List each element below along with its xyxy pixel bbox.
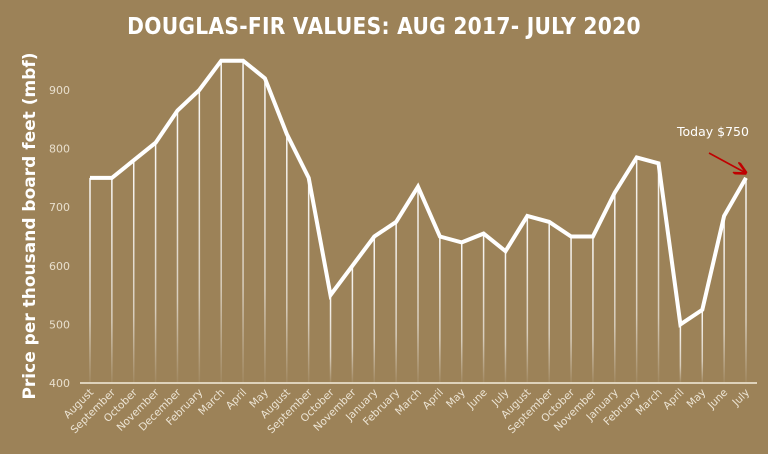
drop-line (176, 110, 179, 383)
drop-line (635, 157, 638, 383)
x-axis-ticks: AugustSeptemberOctoberNovemberDecemberFe… (62, 386, 752, 436)
x-tick-label: June (464, 387, 489, 412)
drop-line (614, 192, 616, 383)
drop-line (329, 295, 332, 383)
x-tick-label: April (421, 387, 446, 412)
drop-line (482, 233, 485, 383)
drop-line (548, 221, 550, 383)
drop-line (723, 215, 725, 383)
drop-line (111, 177, 113, 383)
drop-line (286, 133, 288, 383)
drop-line (198, 90, 201, 383)
drop-line (373, 236, 376, 383)
y-tick-label: 700 (49, 201, 70, 214)
drop-line (154, 142, 157, 383)
y-tick-label: 600 (49, 260, 70, 273)
x-tick-label: April (661, 387, 686, 412)
drop-line (89, 177, 91, 383)
x-tick-label: May (444, 387, 468, 411)
drop-line (439, 236, 441, 383)
drop-line (307, 177, 310, 383)
chart-title: DOUGLAS-FIR VALUES: AUG 2017- JULY 2020 (127, 14, 641, 40)
y-tick-label: 400 (49, 377, 70, 390)
drop-line (242, 60, 244, 383)
price-line (90, 58, 748, 328)
drop-line (745, 177, 747, 383)
drop-line (417, 186, 419, 383)
drop-line (657, 163, 660, 383)
drop-line (570, 236, 572, 383)
drop-line (132, 160, 135, 383)
y-tick-label: 900 (49, 84, 70, 97)
drop-line (592, 236, 594, 383)
y-axis-ticks: 400 500 600 700 800 900 (49, 84, 70, 390)
drop-line (264, 78, 266, 383)
annotation-arrow (708, 152, 744, 172)
drop-line (395, 221, 397, 383)
drop-lines (89, 60, 747, 383)
drop-line (220, 60, 222, 383)
x-tick-label: April (224, 387, 249, 412)
today-annotation: Today $750 (677, 124, 749, 139)
drop-line (526, 215, 529, 383)
x-tick-label: June (705, 387, 730, 412)
drop-line (351, 265, 354, 383)
drop-line (679, 324, 682, 383)
x-tick-label: May (685, 387, 709, 411)
drop-line (504, 251, 507, 383)
y-tick-label: 800 (49, 143, 70, 156)
drop-line (701, 309, 704, 383)
x-tick-label: July (730, 387, 753, 410)
y-tick-label: 500 (49, 318, 70, 331)
drop-line (460, 242, 463, 383)
